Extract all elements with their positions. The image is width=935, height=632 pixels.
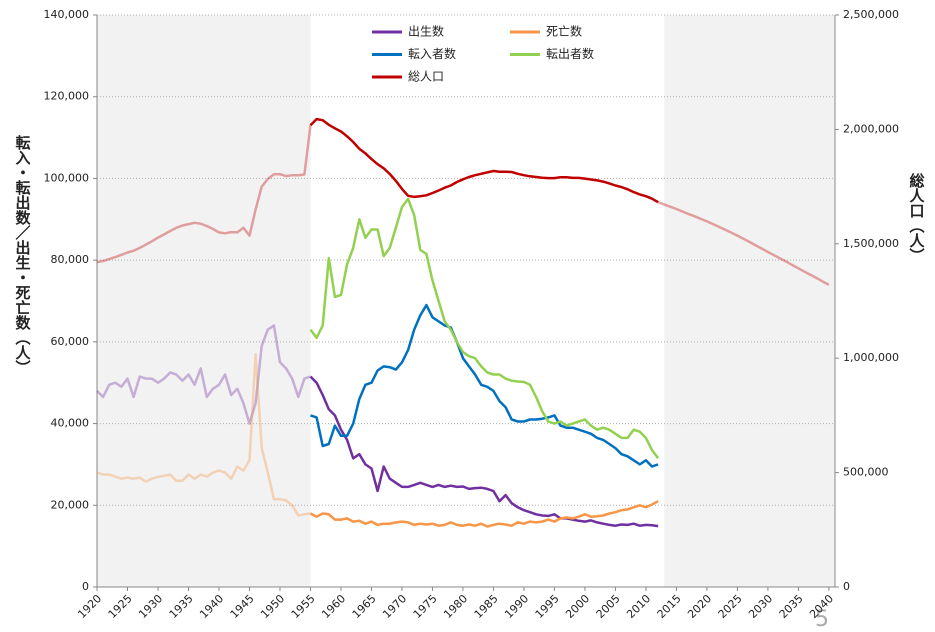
legend-label: 総人口	[408, 70, 444, 84]
shaded-range	[664, 15, 835, 587]
y2-tick-label: 0	[843, 580, 850, 593]
y2-tick-label: 500,000	[843, 466, 889, 479]
y2-tick-label: 1,000,000	[843, 351, 899, 364]
series-line	[309, 500, 659, 528]
series-line	[309, 375, 659, 528]
y-axis-title: 転入・転出数／出生・死亡数（人）	[14, 135, 32, 375]
x-tick-label: 1995	[533, 592, 562, 621]
y2-axis-title: 総人口（人）	[908, 172, 926, 263]
y-tick-label: 100,000	[44, 171, 90, 184]
legend-label: 転入者数	[408, 46, 456, 61]
series-line	[309, 117, 659, 204]
legend-label: 出生数	[408, 24, 444, 39]
y-tick-label: 20,000	[51, 498, 90, 511]
x-tick-label: 2000	[563, 592, 592, 621]
x-tick-label: 1985	[472, 592, 501, 621]
series-line	[310, 303, 659, 468]
x-tick-label: 1950	[258, 592, 287, 621]
y-tick-label: 80,000	[51, 253, 90, 266]
legend-label: 死亡数	[546, 24, 582, 39]
x-tick-label: 2005	[594, 592, 623, 621]
series-line	[96, 352, 311, 517]
x-tick-label: 2010	[624, 592, 653, 621]
x-tick-label: 1970	[380, 592, 409, 621]
x-tick-label: 1965	[350, 592, 379, 621]
series-line	[96, 125, 312, 264]
series-line	[657, 201, 830, 286]
x-tick-label: 1925	[106, 592, 135, 621]
shaded-range	[97, 15, 311, 587]
x-tick-label: 1980	[441, 592, 470, 621]
series-line	[96, 324, 311, 425]
y2-tick-label: 1,500,000	[843, 237, 899, 250]
x-tick-label: 1935	[167, 592, 196, 621]
legend-label: 転出者数	[546, 46, 594, 61]
page-number: 5	[815, 607, 829, 632]
x-tick-label: 2025	[716, 592, 745, 621]
y-tick-label: 40,000	[51, 417, 90, 430]
x-tick-label: 1945	[228, 592, 257, 621]
x-tick-label: 2035	[777, 592, 806, 621]
x-tick-label: 1940	[197, 592, 226, 621]
y2-tick-label: 2,500,000	[843, 8, 899, 21]
x-tick-label: 1955	[289, 592, 318, 621]
x-tick-label: 1990	[502, 592, 531, 621]
x-tick-label: 1920	[75, 592, 104, 621]
y-tick-label: 120,000	[44, 90, 90, 103]
x-tick-label: 2030	[746, 592, 775, 621]
series-line	[309, 197, 660, 460]
y-tick-label: 140,000	[44, 8, 90, 21]
x-tick-label: 2015	[655, 592, 684, 621]
y2-tick-label: 2,000,000	[843, 122, 899, 135]
x-tick-label: 2020	[685, 592, 714, 621]
y-tick-label: 60,000	[51, 335, 90, 348]
y-tick-label: 0	[82, 580, 89, 593]
x-tick-label: 1930	[136, 592, 165, 621]
x-tick-label: 1960	[319, 592, 348, 621]
x-tick-label: 1975	[411, 592, 440, 621]
